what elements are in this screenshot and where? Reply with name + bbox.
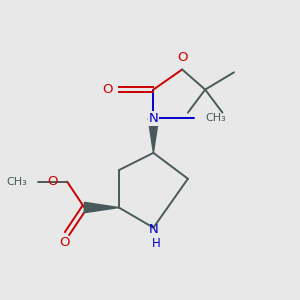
Text: N: N <box>148 112 158 125</box>
Text: CH₃: CH₃ <box>6 177 27 187</box>
Polygon shape <box>148 118 159 153</box>
Text: O: O <box>177 52 188 64</box>
Text: H: H <box>152 237 161 250</box>
Text: O: O <box>102 83 112 96</box>
Polygon shape <box>84 202 119 213</box>
Text: N: N <box>148 223 158 236</box>
Text: CH₃: CH₃ <box>205 113 226 123</box>
Text: O: O <box>47 175 58 188</box>
Text: O: O <box>59 236 70 248</box>
